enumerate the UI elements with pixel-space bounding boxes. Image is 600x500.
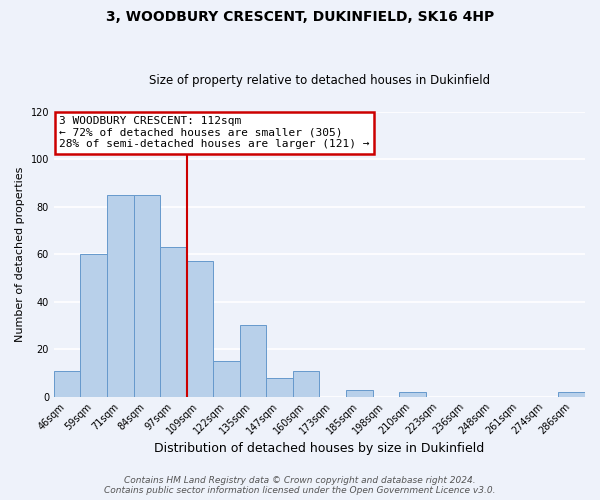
Text: 3, WOODBURY CRESCENT, DUKINFIELD, SK16 4HP: 3, WOODBURY CRESCENT, DUKINFIELD, SK16 4…	[106, 10, 494, 24]
Bar	[187, 262, 213, 396]
Bar	[54, 370, 80, 396]
Text: 3 WOODBURY CRESCENT: 112sqm
← 72% of detached houses are smaller (305)
28% of se: 3 WOODBURY CRESCENT: 112sqm ← 72% of det…	[59, 116, 370, 150]
Bar	[293, 370, 319, 396]
Bar	[80, 254, 107, 396]
Y-axis label: Number of detached properties: Number of detached properties	[15, 166, 25, 342]
Title: Size of property relative to detached houses in Dukinfield: Size of property relative to detached ho…	[149, 74, 490, 87]
Bar	[266, 378, 293, 396]
Bar	[399, 392, 425, 396]
Text: Contains HM Land Registry data © Crown copyright and database right 2024.
Contai: Contains HM Land Registry data © Crown c…	[104, 476, 496, 495]
Bar	[559, 392, 585, 396]
X-axis label: Distribution of detached houses by size in Dukinfield: Distribution of detached houses by size …	[154, 442, 485, 455]
Bar	[346, 390, 373, 396]
Bar	[134, 195, 160, 396]
Bar	[107, 195, 134, 396]
Bar	[160, 247, 187, 396]
Bar	[240, 326, 266, 396]
Bar	[213, 361, 240, 396]
